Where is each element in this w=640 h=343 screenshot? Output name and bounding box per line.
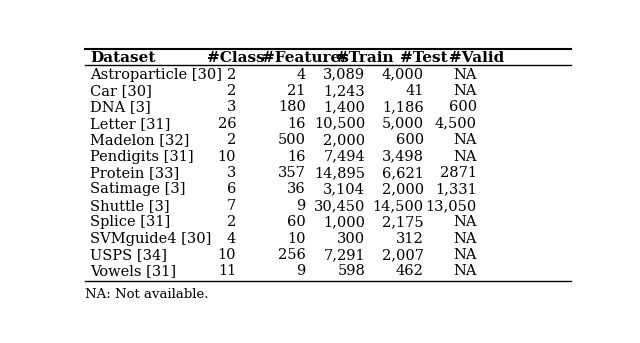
Text: NA: NA xyxy=(453,264,477,279)
Text: 4,000: 4,000 xyxy=(381,68,424,82)
Text: 1,000: 1,000 xyxy=(323,215,365,229)
Text: 4: 4 xyxy=(227,232,236,246)
Text: Vowels [31]: Vowels [31] xyxy=(90,264,176,279)
Text: 11: 11 xyxy=(218,264,236,279)
Text: 21: 21 xyxy=(287,84,306,98)
Text: 7,494: 7,494 xyxy=(323,150,365,164)
Text: Shuttle [3]: Shuttle [3] xyxy=(90,199,170,213)
Text: DNA [3]: DNA [3] xyxy=(90,100,150,114)
Text: Pendigits [31]: Pendigits [31] xyxy=(90,150,193,164)
Text: Splice [31]: Splice [31] xyxy=(90,215,170,229)
Text: 3: 3 xyxy=(227,166,236,180)
Text: Astroparticle [30]: Astroparticle [30] xyxy=(90,68,222,82)
Text: 26: 26 xyxy=(218,117,236,131)
Text: #Features: #Features xyxy=(262,51,349,65)
Text: NA: NA xyxy=(453,215,477,229)
Text: 5,000: 5,000 xyxy=(381,117,424,131)
Text: 3,089: 3,089 xyxy=(323,68,365,82)
Text: 9: 9 xyxy=(296,199,306,213)
Text: 1,243: 1,243 xyxy=(323,84,365,98)
Text: 6: 6 xyxy=(227,182,236,197)
Text: Letter [31]: Letter [31] xyxy=(90,117,170,131)
Text: 600: 600 xyxy=(449,100,477,114)
Text: NA: NA xyxy=(453,84,477,98)
Text: 462: 462 xyxy=(396,264,424,279)
Text: 2: 2 xyxy=(227,84,236,98)
Text: 2,007: 2,007 xyxy=(381,248,424,262)
Text: 2: 2 xyxy=(227,215,236,229)
Text: Satimage [3]: Satimage [3] xyxy=(90,182,186,197)
Text: NA: NA xyxy=(453,133,477,147)
Text: 2: 2 xyxy=(227,68,236,82)
Text: 598: 598 xyxy=(337,264,365,279)
Text: 3,498: 3,498 xyxy=(381,150,424,164)
Text: 13,050: 13,050 xyxy=(426,199,477,213)
Text: 60: 60 xyxy=(287,215,306,229)
Text: 357: 357 xyxy=(278,166,306,180)
Text: Dataset: Dataset xyxy=(90,51,156,65)
Text: 256: 256 xyxy=(278,248,306,262)
Text: 3: 3 xyxy=(227,100,236,114)
Text: 180: 180 xyxy=(278,100,306,114)
Text: SVMguide4 [30]: SVMguide4 [30] xyxy=(90,232,211,246)
Text: 7: 7 xyxy=(227,199,236,213)
Text: 30,450: 30,450 xyxy=(314,199,365,213)
Text: 312: 312 xyxy=(396,232,424,246)
Text: #Class: #Class xyxy=(207,51,265,65)
Text: 2: 2 xyxy=(227,133,236,147)
Text: 16: 16 xyxy=(287,150,306,164)
Text: 3,104: 3,104 xyxy=(323,182,365,197)
Text: 2,000: 2,000 xyxy=(381,182,424,197)
Text: 10,500: 10,500 xyxy=(314,117,365,131)
Text: #Train: #Train xyxy=(337,51,394,65)
Text: Protein [33]: Protein [33] xyxy=(90,166,179,180)
Text: 16: 16 xyxy=(287,117,306,131)
Text: NA: NA xyxy=(453,150,477,164)
Text: 1,186: 1,186 xyxy=(382,100,424,114)
Text: 36: 36 xyxy=(287,182,306,197)
Text: 500: 500 xyxy=(278,133,306,147)
Text: USPS [34]: USPS [34] xyxy=(90,248,167,262)
Text: Madelon [32]: Madelon [32] xyxy=(90,133,189,147)
Text: 1,400: 1,400 xyxy=(323,100,365,114)
Text: 2,175: 2,175 xyxy=(382,215,424,229)
Text: 10: 10 xyxy=(287,232,306,246)
Text: 4,500: 4,500 xyxy=(435,117,477,131)
Text: #Test: #Test xyxy=(400,51,447,65)
Text: 600: 600 xyxy=(396,133,424,147)
Text: NA: NA xyxy=(453,248,477,262)
Text: #Valid: #Valid xyxy=(449,51,504,65)
Text: 4: 4 xyxy=(296,68,306,82)
Text: 14,500: 14,500 xyxy=(372,199,424,213)
Text: 10: 10 xyxy=(218,150,236,164)
Text: 1,331: 1,331 xyxy=(435,182,477,197)
Text: 9: 9 xyxy=(296,264,306,279)
Text: 300: 300 xyxy=(337,232,365,246)
Text: 14,895: 14,895 xyxy=(314,166,365,180)
Text: 2,000: 2,000 xyxy=(323,133,365,147)
Text: Car [30]: Car [30] xyxy=(90,84,152,98)
Text: NA: NA xyxy=(453,232,477,246)
Text: NA: Not available.: NA: Not available. xyxy=(85,288,209,301)
Text: 41: 41 xyxy=(405,84,424,98)
Text: NA: NA xyxy=(453,68,477,82)
Text: 6,621: 6,621 xyxy=(382,166,424,180)
Text: 10: 10 xyxy=(218,248,236,262)
Text: 2871: 2871 xyxy=(440,166,477,180)
Text: 7,291: 7,291 xyxy=(324,248,365,262)
